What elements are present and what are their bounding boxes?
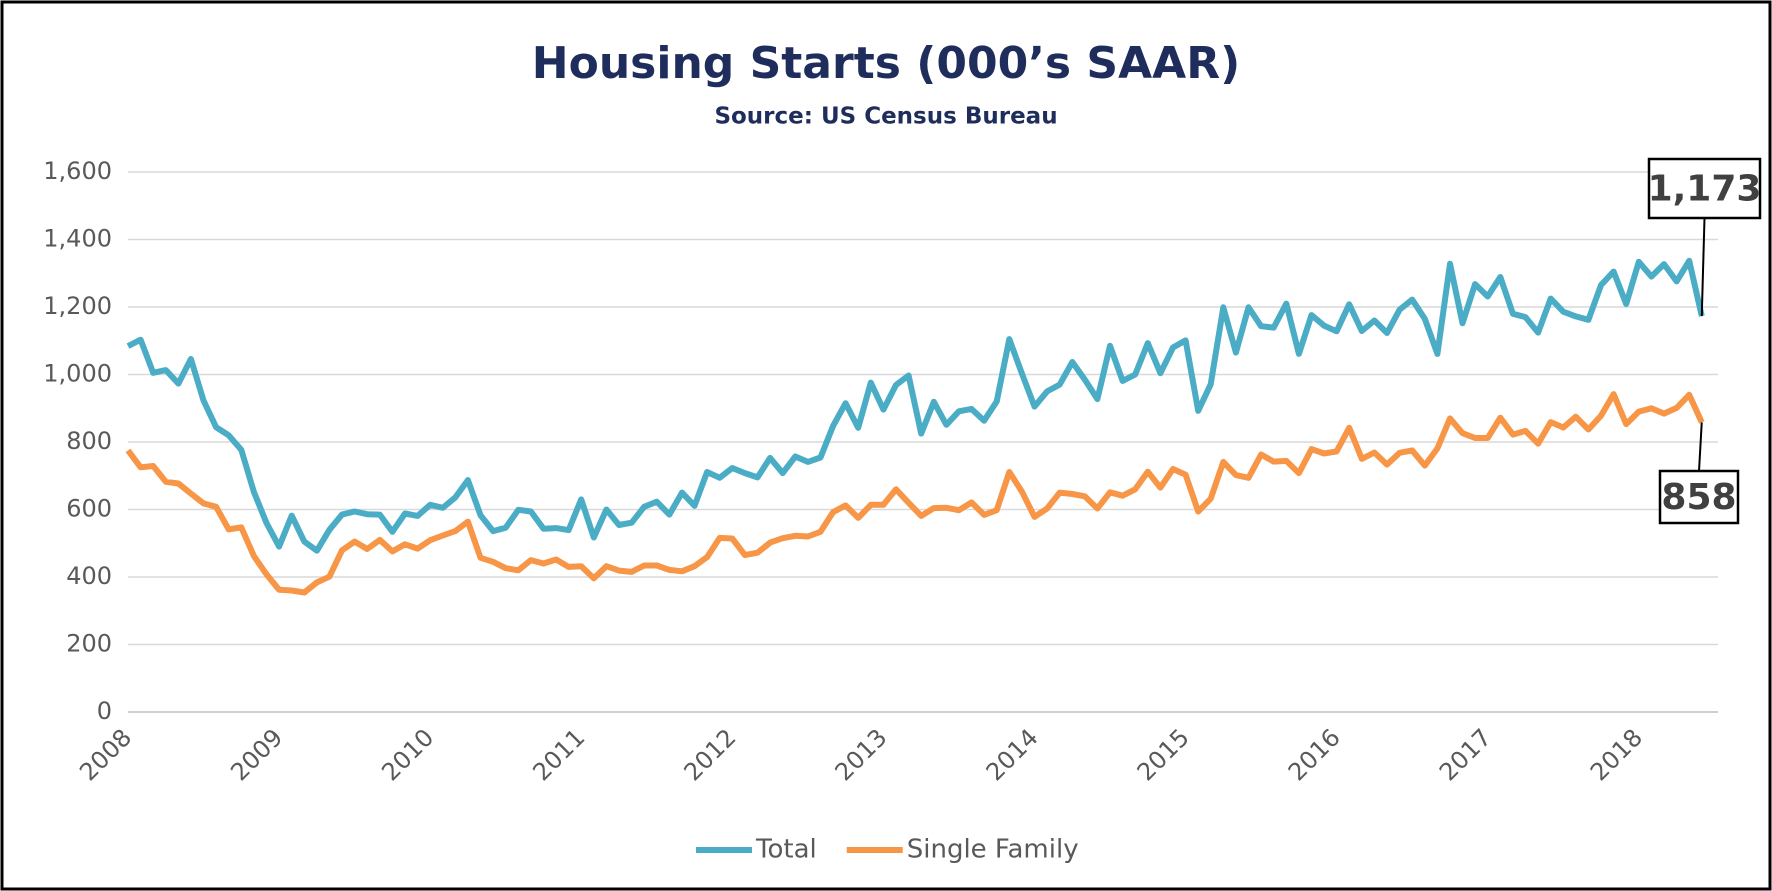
y-tick-label: 1,400 (43, 225, 112, 253)
y-tick-label: 800 (66, 427, 112, 455)
legend-label: Single Family (907, 835, 1079, 865)
y-tick-label: 200 (66, 630, 112, 658)
y-tick-label: 600 (66, 495, 112, 523)
y-tick-label: 1,200 (43, 292, 112, 320)
label-box (1658, 469, 1740, 525)
data-label: 858 (1661, 477, 1736, 518)
y-tick-label: 1,600 (43, 157, 112, 185)
chart-title: Housing Starts (000’s SAAR) (532, 38, 1240, 89)
y-tick-label: 1,000 (43, 360, 112, 388)
legend-label: Total (755, 835, 817, 865)
chart-subtitle: Source: US Census Bureau (714, 104, 1057, 130)
series-line (125, 391, 1705, 596)
y-tick-label: 400 (66, 562, 112, 590)
leader-line (1698, 422, 1703, 472)
data-label: 1,173 (1648, 169, 1762, 210)
series-line (126, 257, 1705, 554)
y-tick-label: 0 (97, 697, 112, 725)
label-box (1647, 157, 1762, 220)
leader-line (1700, 217, 1706, 317)
